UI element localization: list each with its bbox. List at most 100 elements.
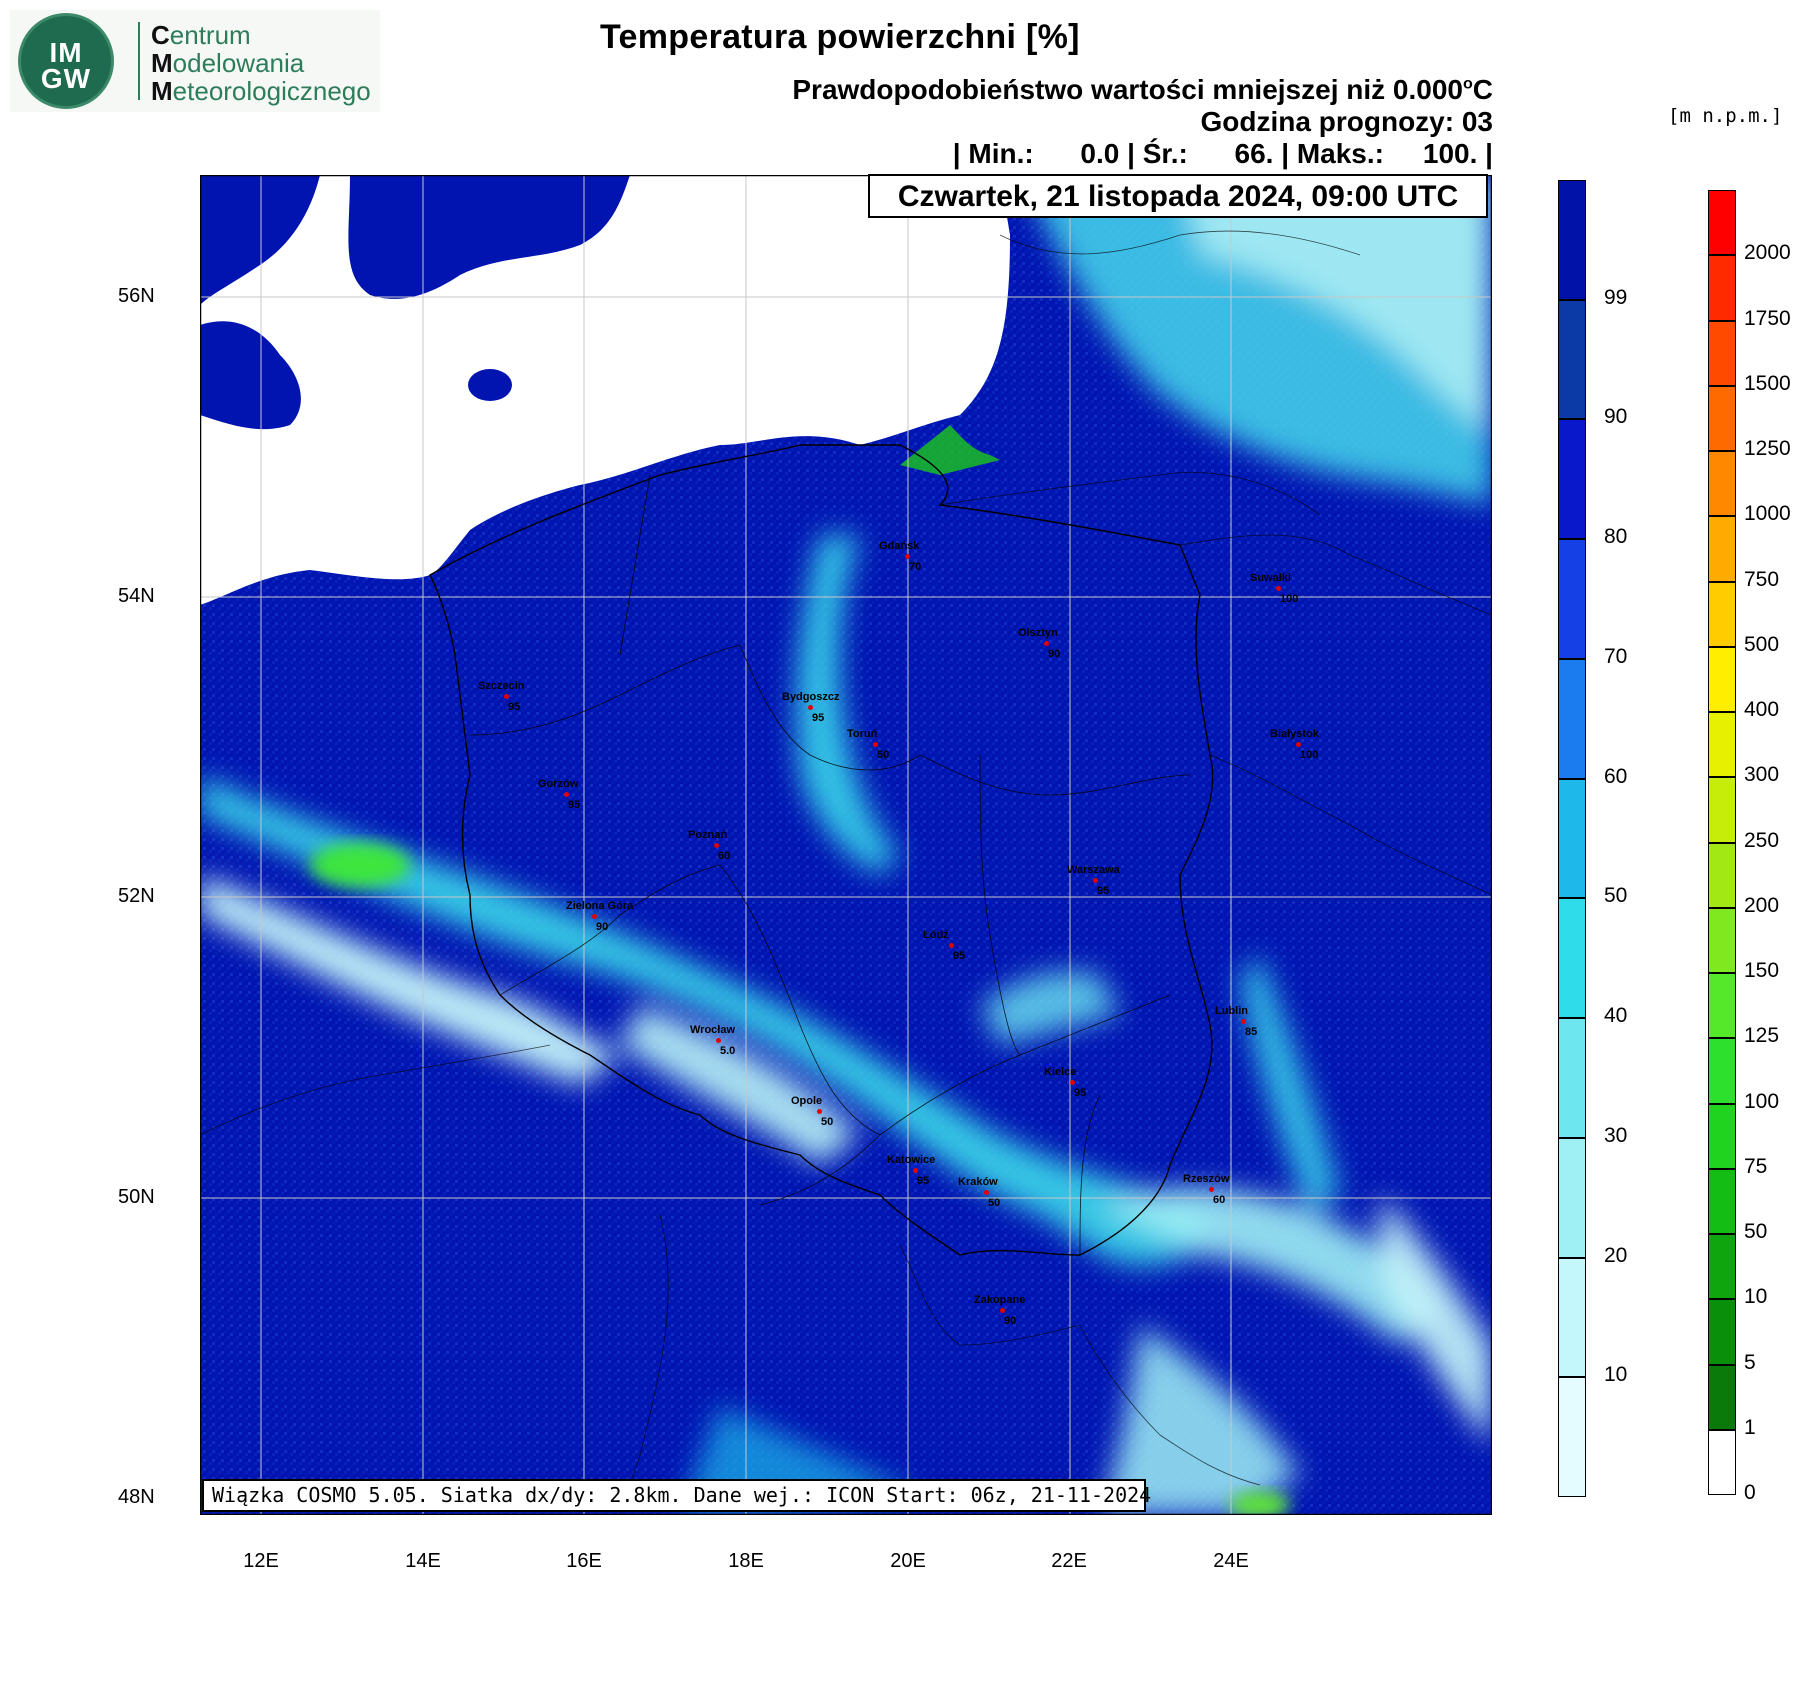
hel-peninsula <box>900 425 1000 475</box>
city-value: 90 <box>1048 648 1061 660</box>
elev-colorbar-segment <box>1708 1038 1736 1104</box>
logo-abbr-top: IM <box>49 37 83 68</box>
city-value: 100 <box>1300 749 1319 761</box>
city-name: Gorzów <box>538 778 579 790</box>
lon-label-24e: 24E <box>1213 1550 1249 1572</box>
city-name: Gdańsk <box>879 540 920 552</box>
city-name: Olsztyn <box>1018 627 1058 639</box>
elev-colorbar-label: 150 <box>1744 959 1780 982</box>
city-dot <box>913 1168 918 1173</box>
elev-colorbar-label: 300 <box>1744 763 1780 787</box>
map-frame <box>200 175 1492 1515</box>
elev-colorbar-segment <box>1708 1234 1736 1300</box>
city-dot <box>984 1190 989 1195</box>
city-value: 95 <box>953 950 966 962</box>
elev-colorbar-segment <box>1708 255 1736 321</box>
stats-line: | Min.: 0.0 | Śr.: 66. | Maks.: 100. | <box>952 138 1493 169</box>
elev-colorbar-segment <box>1708 1364 1736 1430</box>
city-dot <box>905 554 910 559</box>
prob-colorbar-label: 50 <box>1604 884 1628 908</box>
lon-label-16e: 16E <box>566 1550 602 1572</box>
elev-colorbar-segment <box>1708 842 1736 908</box>
city-dot <box>714 843 719 848</box>
elev-colorbar-label: 125 <box>1744 1024 1780 1048</box>
elev-colorbar-segment <box>1708 712 1736 778</box>
prob-colorbar-label: 10 <box>1604 1363 1628 1387</box>
prob-colorbar-segment <box>1558 898 1586 1019</box>
date-box: Czwartek, 21 listopada 2024, 09:00 UTC <box>868 174 1488 218</box>
city-dot <box>716 1038 721 1043</box>
city-value: 85 <box>1245 1026 1258 1038</box>
city-value: 50 <box>877 749 890 761</box>
city-dot <box>817 1109 822 1114</box>
prob-colorbar-segment <box>1558 778 1586 899</box>
city-name: Katowice <box>887 1154 936 1166</box>
city-name: Wrocław <box>690 1024 736 1036</box>
city-dot <box>592 914 597 919</box>
land-scandinavia-west <box>200 175 320 305</box>
prob-colorbar-label: 70 <box>1604 644 1628 668</box>
city-name: Lublin <box>1215 1005 1248 1017</box>
map-subtitle: Prawdopodobieństwo wartości mniejszej ni… <box>792 74 1493 105</box>
graticule <box>200 175 1492 1515</box>
prob-colorbar-label: 60 <box>1604 764 1628 788</box>
prob-colorbar-label: 99 <box>1604 285 1628 309</box>
prob-colorbar-segment <box>1558 299 1586 420</box>
logo-line-1: Centrum <box>151 20 251 50</box>
map-title: Temperatura powierzchni [%] <box>600 18 1080 56</box>
city-dot <box>1044 641 1049 646</box>
city-value: 95 <box>1074 1087 1087 1099</box>
city-value: 90 <box>1004 1315 1017 1327</box>
green-patch <box>310 843 410 887</box>
city-dot <box>808 705 813 710</box>
prob-colorbar-label: 40 <box>1604 1004 1628 1028</box>
probability-map <box>200 175 1492 1515</box>
city-value: 50 <box>988 1197 1001 1209</box>
prob-colorbar-segment <box>1558 1257 1586 1378</box>
elev-colorbar-label: 1500 <box>1744 371 1791 395</box>
voivodeship-borders <box>469 474 1191 1256</box>
elev-colorbar-label: 50 <box>1744 1220 1768 1243</box>
city-name: Poznań <box>688 829 728 841</box>
elev-colorbar-segment <box>1708 385 1736 451</box>
lon-label-12e: 12E <box>243 1550 279 1572</box>
city-value: 90 <box>596 921 609 933</box>
lat-label-50n: 50N <box>118 1186 155 1208</box>
elev-colorbar-label: 400 <box>1744 698 1780 721</box>
model-info-footer: Wiązka COSMO 5.05. Siatka dx/dy: 2.8km. … <box>202 1479 1151 1512</box>
city-value: 50 <box>821 1116 834 1128</box>
prob-colorbar-segment <box>1558 419 1586 540</box>
city-dot <box>1296 742 1301 747</box>
elev-colorbar-segment <box>1708 581 1736 647</box>
elev-colorbar-segment <box>1708 190 1736 256</box>
city-dot <box>504 694 509 699</box>
elev-colorbar-label: 1250 <box>1744 437 1791 460</box>
imgw-emblem: IM GW <box>18 13 114 109</box>
elev-colorbar-segment <box>1708 1429 1736 1495</box>
city-name: Kraków <box>958 1176 998 1188</box>
city-dot <box>1209 1187 1214 1192</box>
prob-colorbar-segment <box>1558 1018 1586 1138</box>
poland-border <box>429 444 1214 1256</box>
city-name: Łódź <box>923 929 949 941</box>
city-name: Rzeszów <box>1183 1173 1230 1185</box>
lat-label-48n: 48N <box>118 1486 155 1508</box>
elev-colorbar-segment <box>1708 973 1736 1039</box>
forecast-hour: Godzina prognozy: 03 <box>1200 106 1493 137</box>
city-value: 70 <box>909 561 922 573</box>
prob-colorbar-segment <box>1558 1377 1586 1497</box>
city-dot <box>1276 586 1281 591</box>
city-dot <box>1070 1080 1075 1085</box>
prob-colorbar-label: 90 <box>1604 405 1628 429</box>
elev-colorbar-label: 250 <box>1744 828 1780 852</box>
city-name: Zakopane <box>974 1294 1026 1306</box>
lat-label-52n: 52N <box>118 885 155 907</box>
low-prob-bands <box>200 175 1492 1515</box>
city-name: Szczecin <box>478 680 525 692</box>
lon-label-14e: 14E <box>405 1550 441 1572</box>
city-name: Białystok <box>1270 728 1319 740</box>
elev-colorbar-label: 10 <box>1744 1285 1768 1309</box>
land-denmark <box>200 321 301 430</box>
city-dot <box>1000 1308 1005 1313</box>
island-bornholm <box>468 369 512 401</box>
